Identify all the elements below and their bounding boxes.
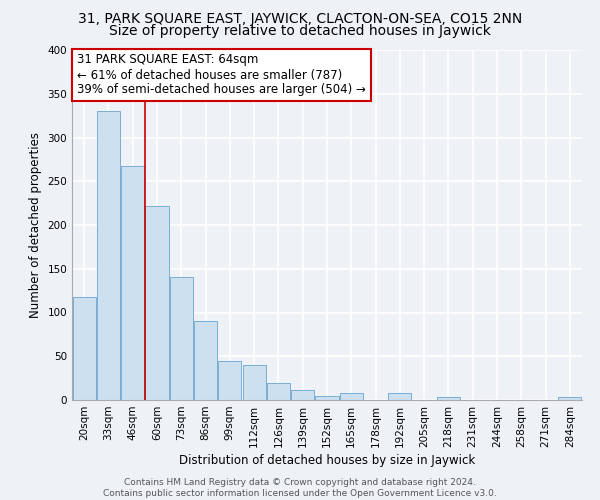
Text: Contains HM Land Registry data © Crown copyright and database right 2024.
Contai: Contains HM Land Registry data © Crown c… xyxy=(103,478,497,498)
Y-axis label: Number of detached properties: Number of detached properties xyxy=(29,132,42,318)
Bar xyxy=(242,365,266,400)
Bar xyxy=(316,396,338,400)
Bar xyxy=(121,166,144,400)
Bar xyxy=(194,321,217,400)
Bar xyxy=(559,398,581,400)
X-axis label: Distribution of detached houses by size in Jaywick: Distribution of detached houses by size … xyxy=(179,454,475,467)
Bar xyxy=(73,296,95,400)
Bar xyxy=(437,396,460,400)
Bar xyxy=(340,393,363,400)
Bar xyxy=(267,382,290,400)
Bar xyxy=(97,112,120,400)
Bar xyxy=(291,390,314,400)
Text: Size of property relative to detached houses in Jaywick: Size of property relative to detached ho… xyxy=(109,24,491,38)
Bar xyxy=(145,206,169,400)
Bar xyxy=(218,360,241,400)
Bar xyxy=(388,393,412,400)
Text: 31 PARK SQUARE EAST: 64sqm
← 61% of detached houses are smaller (787)
39% of sem: 31 PARK SQUARE EAST: 64sqm ← 61% of deta… xyxy=(77,54,366,96)
Text: 31, PARK SQUARE EAST, JAYWICK, CLACTON-ON-SEA, CO15 2NN: 31, PARK SQUARE EAST, JAYWICK, CLACTON-O… xyxy=(78,12,522,26)
Bar xyxy=(170,276,193,400)
